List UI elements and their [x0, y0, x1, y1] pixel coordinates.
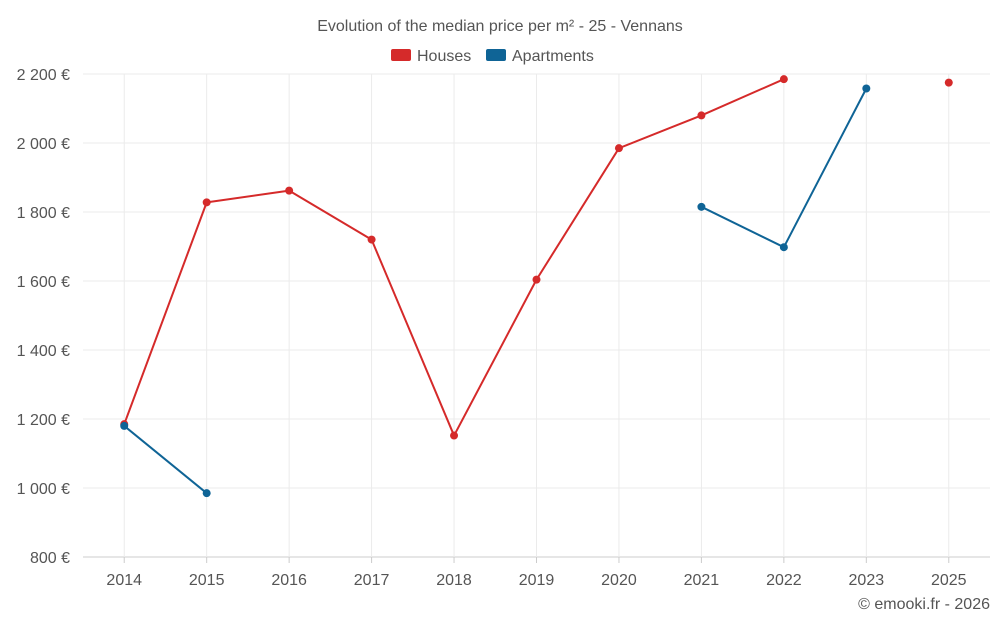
data-point-houses[interactable]	[944, 78, 953, 87]
series-line-apartments	[123, 425, 208, 494]
y-tick-label: 1 400 €	[17, 343, 70, 360]
data-point-apartments[interactable]	[120, 421, 129, 430]
x-tick-label: 2017	[354, 572, 390, 589]
y-tick-label: 1 000 €	[17, 481, 70, 498]
y-tick-label: 2 000 €	[17, 136, 70, 153]
series-points	[120, 75, 953, 498]
x-tick-label: 2021	[684, 572, 720, 589]
legend: Houses Apartments	[391, 48, 594, 65]
x-tick-label: 2014	[106, 572, 142, 589]
data-point-houses[interactable]	[779, 75, 788, 84]
data-point-apartments[interactable]	[697, 202, 706, 211]
data-point-houses[interactable]	[532, 275, 541, 284]
data-point-houses[interactable]	[285, 186, 294, 195]
data-point-houses[interactable]	[697, 111, 706, 120]
x-tick-label: 2019	[519, 572, 555, 589]
y-tick-label: 1 200 €	[17, 412, 70, 429]
data-point-apartments[interactable]	[862, 84, 871, 93]
y-tick-label: 800 €	[30, 550, 70, 567]
legend-label-apartments: Apartments	[512, 48, 594, 65]
chart-title: Evolution of the median price per m² - 2…	[317, 18, 683, 35]
data-point-houses[interactable]	[367, 235, 376, 244]
data-point-apartments[interactable]	[779, 243, 788, 252]
x-tick-label: 2015	[189, 572, 225, 589]
data-point-houses[interactable]	[614, 144, 623, 153]
legend-item-houses[interactable]: Houses	[391, 48, 471, 65]
y-tick-label: 1 600 €	[17, 274, 70, 291]
legend-item-apartments[interactable]: Apartments	[486, 48, 594, 65]
series-lines	[123, 78, 868, 494]
y-tick-label: 2 200 €	[17, 67, 70, 84]
legend-swatch-houses	[391, 49, 411, 61]
legend-swatch-apartments	[486, 49, 506, 61]
x-tick-label: 2020	[601, 572, 637, 589]
x-axis: 2014 2015 2016 2017 2018 2019 2020 2021 2022 2023…	[106, 557, 967, 589]
grid	[83, 73, 990, 558]
data-point-houses[interactable]	[450, 431, 459, 440]
x-tick-label: 2016	[271, 572, 307, 589]
data-point-apartments[interactable]	[202, 489, 211, 498]
data-point-houses[interactable]	[202, 198, 211, 207]
y-tick-label: 1 800 €	[17, 205, 70, 222]
legend-label-houses: Houses	[417, 48, 471, 65]
credit-text: © emooki.fr - 2026	[858, 596, 990, 613]
y-axis: 800 € 1 000 € 1 200 € 1 400 € 1 600 € 1 800 €…	[17, 67, 70, 567]
x-tick-label: 2025	[931, 572, 967, 589]
x-tick-label: 2018	[436, 572, 472, 589]
x-tick-label: 2022	[766, 572, 802, 589]
x-tick-label: 2023	[849, 572, 885, 589]
